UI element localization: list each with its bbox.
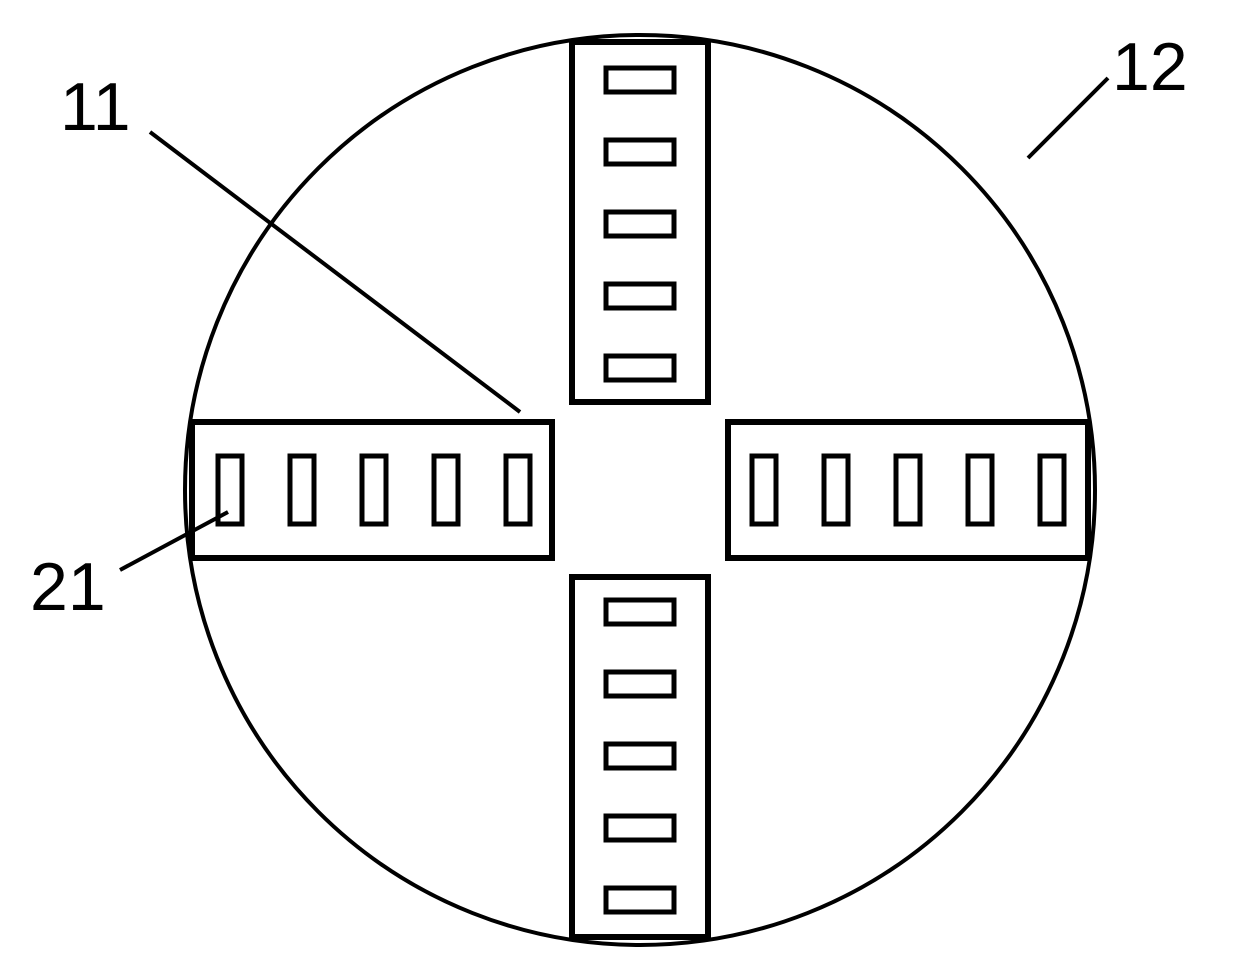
arm-left <box>192 422 552 558</box>
arm-right <box>728 422 1088 558</box>
label-21: 21 <box>30 549 106 625</box>
arm-bottom <box>572 577 708 937</box>
schematic-diagram: 12 11 21 <box>0 0 1240 974</box>
leader-line-11 <box>150 132 520 412</box>
label-12: 12 <box>1112 29 1188 105</box>
label-11: 11 <box>60 69 131 145</box>
arm-top <box>572 42 708 402</box>
leader-line-12 <box>1028 78 1108 158</box>
